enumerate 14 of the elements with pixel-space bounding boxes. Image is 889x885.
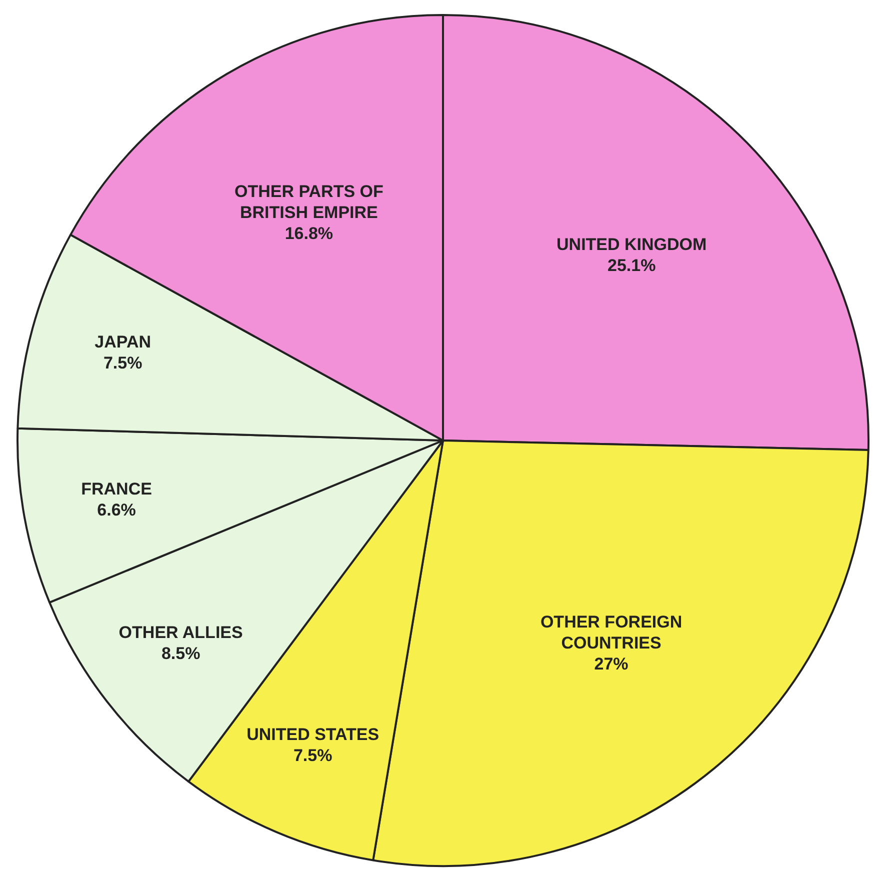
slice-label: OTHER ALLIES: [118, 623, 243, 642]
data-label: 7.5%: [293, 746, 332, 765]
slice-label: FRANCE: [81, 479, 152, 498]
slice-label: JAPAN: [94, 332, 152, 352]
data-label: 8.5%: [161, 644, 200, 664]
data-label: 7.5%: [103, 353, 142, 372]
slice-label: UNITED STATES: [246, 724, 380, 744]
data-label: 27%: [594, 654, 628, 674]
slice-label: OTHER FOREIGN COUNTRIES: [540, 612, 682, 652]
data-label: 16.8%: [284, 224, 334, 243]
data-label: 6.6%: [97, 500, 136, 520]
slice-label: UNITED KINGDOM: [556, 235, 707, 254]
data-label: 25.1%: [608, 256, 656, 276]
slice-label: OTHER PARTS OF BRITISH EMPIRE: [234, 182, 384, 222]
